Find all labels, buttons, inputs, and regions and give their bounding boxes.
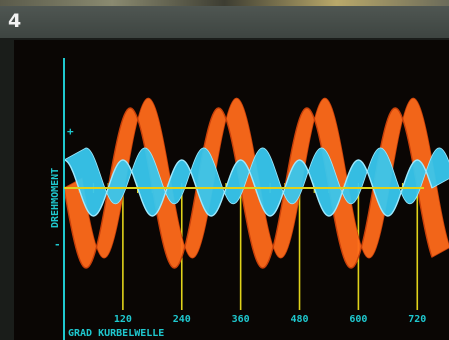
x-tick-labels: 120 240 360 480 600 720 bbox=[114, 314, 426, 325]
series-blue-edge bbox=[63, 159, 433, 217]
torque-plot: + DREHMOMENT - 120 240 360 480 600 720 GRAD K… bbox=[50, 58, 449, 340]
oscilloscope-screen: + DREHMOMENT - 120 240 360 480 600 720 GRAD K… bbox=[14, 40, 449, 340]
x-tick-label: 240 bbox=[173, 314, 191, 325]
guide-lines bbox=[122, 188, 419, 310]
series-orange-edge bbox=[63, 107, 433, 269]
x-axis-label: GRAD KURBELWELLE bbox=[68, 328, 164, 339]
photo-strip bbox=[0, 0, 449, 6]
series-blue bbox=[62, 147, 449, 217]
y-axis-label: DREHMOMENT bbox=[50, 168, 61, 228]
x-tick-label: 120 bbox=[114, 314, 132, 325]
ylabel-minus: - bbox=[54, 238, 61, 251]
x-tick-label: 600 bbox=[349, 314, 367, 325]
ylabel-plus: + bbox=[67, 125, 74, 138]
x-tick-label: 360 bbox=[232, 314, 250, 325]
x-tick-label: 720 bbox=[408, 314, 426, 325]
x-tick-label: 480 bbox=[290, 314, 308, 325]
panel-header: 4 bbox=[0, 6, 449, 38]
panel-number: 4 bbox=[8, 10, 22, 32]
